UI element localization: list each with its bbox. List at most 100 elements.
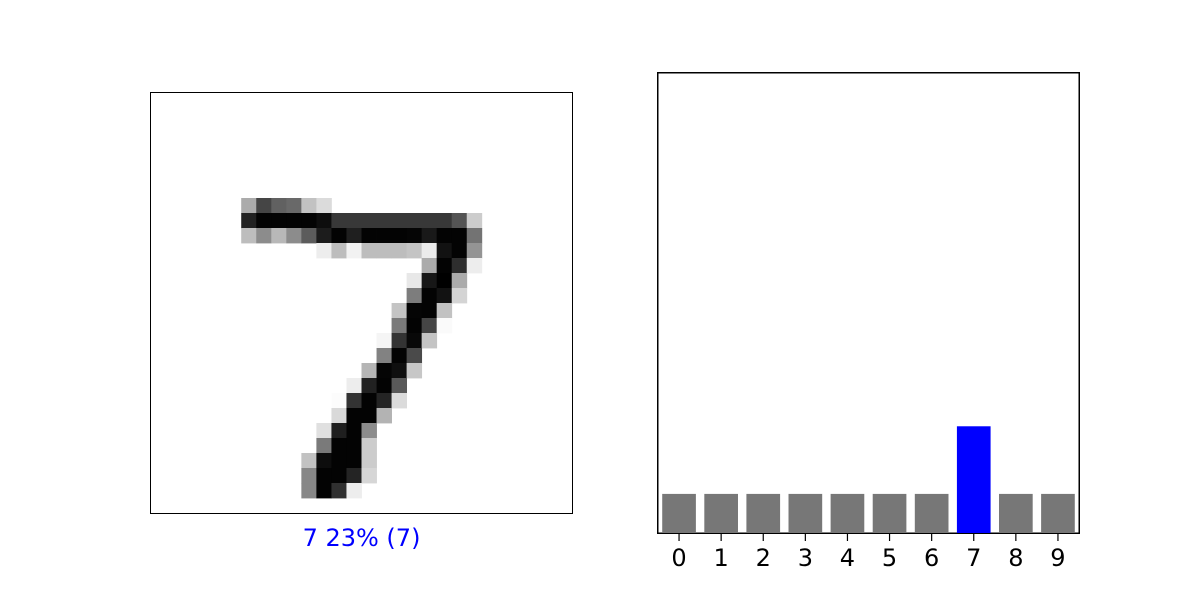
digit-pixel (256, 198, 272, 214)
digit-pixel (256, 228, 272, 244)
digit-pixel (436, 243, 453, 259)
digit-pixel (451, 228, 468, 244)
digit-pixel (406, 273, 423, 289)
digit-pixel (451, 273, 468, 289)
digit-pixel (301, 483, 317, 499)
digit-pixel (421, 318, 438, 334)
digit-pixel (361, 438, 377, 454)
digit-pixel (466, 228, 483, 244)
digit-pixel (466, 258, 483, 274)
digit-pixel (421, 213, 438, 229)
digit-pixel (466, 243, 483, 259)
digit-pixel (421, 273, 438, 289)
digit-pixel (376, 243, 392, 259)
x-tick-label: 9 (1050, 544, 1065, 572)
x-tick-label: 1 (714, 544, 729, 572)
digit-pixel (316, 213, 332, 229)
digit-pixel (436, 228, 453, 244)
digit-pixel (301, 213, 317, 229)
prediction-caption: 7 23% (7) (302, 524, 421, 552)
digit-pixel (331, 393, 347, 409)
digit-pixel (331, 423, 347, 439)
digit-pixel (346, 393, 362, 409)
digit-pixel (241, 213, 257, 229)
digit-pixel (436, 213, 453, 229)
digit-pixel (361, 453, 377, 469)
digit-pixel (361, 408, 377, 424)
digit-pixel (346, 228, 362, 244)
digit-pixel (421, 288, 438, 304)
digit-pixel (391, 348, 408, 364)
digit-pixel (391, 243, 408, 259)
digit-pixel (331, 438, 347, 454)
digit-pixel (271, 198, 287, 214)
digit-pixel (421, 228, 438, 244)
digit-pixel (331, 243, 347, 259)
digit-pixel (421, 243, 438, 259)
x-tick-label: 6 (924, 544, 939, 572)
digit-pixel (436, 258, 453, 274)
digit-pixel (361, 423, 377, 439)
digit-pixel (376, 378, 392, 394)
digit-image (150, 92, 573, 514)
digit-pixel (361, 243, 377, 259)
digit-pixel (361, 378, 377, 394)
digit-pixel (421, 303, 438, 319)
digit-pixel-grid (241, 198, 483, 499)
digit-pixel (406, 303, 423, 319)
digit-pixel (376, 213, 392, 229)
digit-pixel (286, 213, 302, 229)
digit-pixel (391, 213, 408, 229)
digit-pixel (376, 408, 392, 424)
digit-pixel (331, 408, 347, 424)
digit-pixel (361, 363, 377, 379)
digit-pixel (331, 228, 347, 244)
digit-pixel (301, 453, 317, 469)
bar-4 (830, 493, 865, 533)
digit-pixel (436, 273, 453, 289)
x-tick-label: 8 (1008, 544, 1023, 572)
bar-3 (788, 493, 823, 533)
x-tick-label: 2 (756, 544, 771, 572)
digit-pixel (406, 228, 423, 244)
bar-chart-frame (657, 72, 1080, 534)
digit-pixel (286, 198, 302, 214)
digit-pixel (346, 483, 362, 499)
digit-pixel (331, 213, 347, 229)
digit-pixel (406, 243, 423, 259)
digit-pixel (346, 243, 362, 259)
digit-pixel (346, 423, 362, 439)
digit-pixel (346, 378, 362, 394)
x-tick-label: 5 (882, 544, 897, 572)
digit-pixel (316, 243, 332, 259)
digit-pixel (316, 228, 332, 244)
digit-pixel (271, 213, 287, 229)
digit-pixel (361, 393, 377, 409)
digit-pixel (346, 213, 362, 229)
digit-pixel (451, 243, 468, 259)
x-tick-label: 7 (966, 544, 981, 572)
digit-pixel (301, 468, 317, 484)
digit-pixel (406, 363, 423, 379)
digit-pixel (331, 468, 347, 484)
digit-pixel (376, 228, 392, 244)
digit-pixel (436, 318, 453, 334)
digit-pixel (376, 363, 392, 379)
bar-2 (746, 493, 781, 533)
digit-pixel (346, 468, 362, 484)
x-tick-label: 3 (798, 544, 813, 572)
digit-pixel (421, 258, 438, 274)
digit-pixel (361, 228, 377, 244)
digit-pixel (376, 393, 392, 409)
digit-pixel (346, 408, 362, 424)
x-tick-label: 4 (840, 544, 855, 572)
digit-pixel (241, 198, 257, 214)
bar-0 (662, 493, 696, 533)
digit-pixel (286, 228, 302, 244)
digit-pixel (301, 198, 317, 214)
digit-pixel (391, 303, 408, 319)
digit-pixel (406, 213, 423, 229)
digit-pixel (466, 213, 483, 229)
